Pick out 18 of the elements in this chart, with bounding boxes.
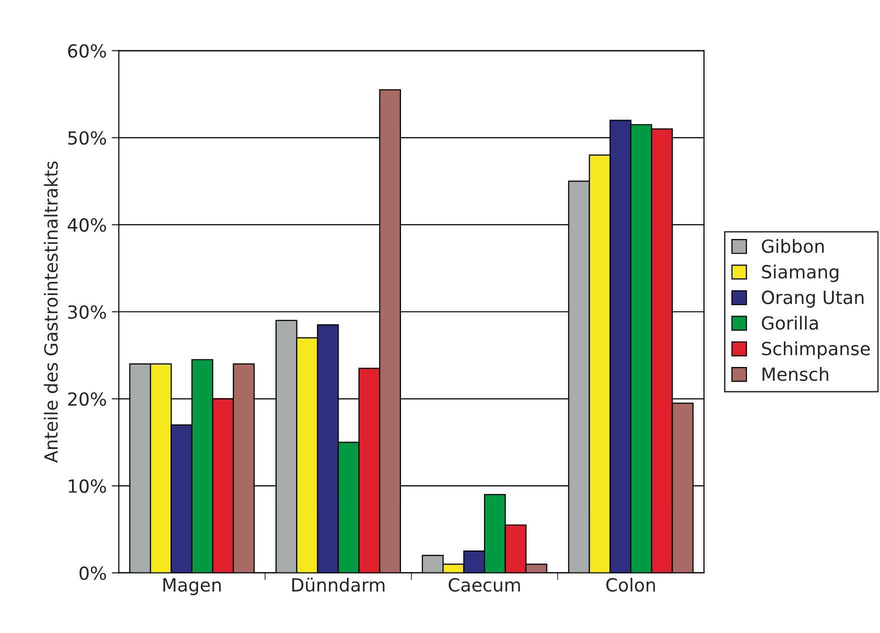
- legend-label: Siamang: [762, 264, 838, 282]
- y-tick-label: 60%: [68, 44, 106, 58]
- x-tick-label: Dünndarm: [292, 578, 384, 592]
- y-tick-label: 0%: [80, 566, 106, 580]
- legend-label: Gibbon: [762, 239, 824, 253]
- y-tick-label: 20%: [68, 392, 106, 406]
- legend-label: Schimpanse: [762, 341, 870, 359]
- x-tick-label: Caecum: [448, 578, 520, 592]
- y-axis-title: Anteile des Gastrointestinaltrakts: [44, 161, 58, 463]
- y-tick-label: 50%: [68, 131, 106, 145]
- x-tick-label: Magen: [163, 578, 221, 596]
- legend-label: Gorilla: [762, 316, 818, 330]
- legend-label: Orang Utan: [762, 290, 864, 308]
- y-tick-label: 40%: [68, 218, 106, 232]
- y-tick-label: 10%: [68, 479, 106, 493]
- x-tick-label: Colon: [606, 578, 655, 592]
- y-tick-label: 30%: [68, 305, 106, 319]
- legend-label: Mensch: [762, 367, 828, 381]
